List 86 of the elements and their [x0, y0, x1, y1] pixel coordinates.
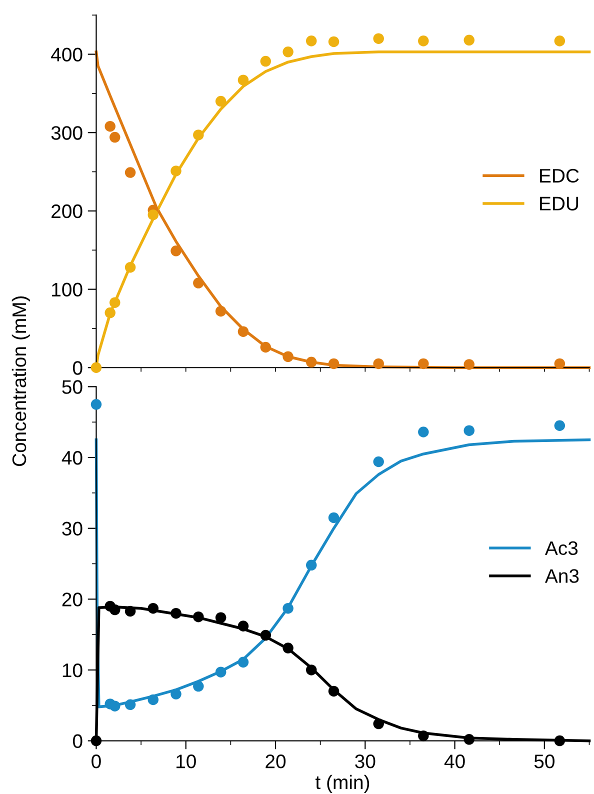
point — [193, 611, 204, 622]
x-tick-label: 20 — [266, 754, 286, 768]
point — [90, 735, 102, 746]
point — [328, 36, 340, 48]
point — [170, 166, 182, 176]
x-axis-title: t (min) — [315, 774, 370, 794]
y-tick-label: 300 — [51, 126, 82, 140]
y-tick-label: 0 — [72, 734, 82, 748]
legend-label: An3 — [544, 569, 579, 583]
point — [170, 608, 182, 619]
point — [238, 620, 249, 632]
y-tick-label: 10 — [62, 663, 82, 678]
point — [373, 718, 384, 730]
point — [148, 602, 159, 614]
point — [238, 74, 249, 86]
point — [418, 730, 429, 742]
point — [104, 307, 116, 318]
point — [215, 96, 226, 107]
y-tick-label: 200 — [52, 204, 82, 218]
x-tick-label: 50 — [534, 754, 554, 768]
y-tick-label: 50 — [62, 380, 82, 394]
point — [328, 686, 340, 697]
point — [373, 358, 384, 370]
point — [554, 36, 566, 46]
point — [306, 560, 317, 571]
point — [282, 46, 294, 58]
y-tick-label: 400 — [51, 48, 82, 62]
y-tick-label: 100 — [52, 282, 82, 297]
point — [282, 642, 294, 654]
point — [90, 399, 102, 410]
point — [554, 735, 566, 746]
point — [109, 132, 120, 143]
point — [90, 362, 102, 373]
point — [193, 680, 204, 692]
point — [109, 297, 120, 308]
y-tick-label: 40 — [62, 450, 82, 465]
point — [215, 666, 226, 678]
point — [260, 342, 272, 353]
point — [306, 36, 317, 46]
point — [170, 246, 182, 256]
point — [170, 688, 182, 700]
x-tick-label: 10 — [176, 754, 196, 768]
point — [104, 120, 116, 132]
point — [373, 33, 384, 44]
point — [109, 604, 120, 616]
point — [418, 358, 429, 370]
point — [148, 209, 159, 220]
point — [260, 56, 272, 67]
y-tick-label: 30 — [62, 522, 82, 536]
point — [238, 656, 249, 668]
point — [124, 606, 136, 617]
point — [148, 694, 159, 706]
legend-label: EDC — [540, 168, 579, 183]
point — [215, 612, 226, 623]
point — [418, 36, 429, 46]
point — [464, 425, 475, 436]
point — [464, 734, 475, 745]
point — [282, 602, 294, 614]
point — [124, 262, 136, 273]
point — [554, 358, 566, 370]
legend-label: EDU — [540, 196, 578, 210]
point — [464, 34, 475, 46]
legend-label: Ac3 — [544, 541, 578, 556]
x-tick-label: 30 — [355, 754, 376, 768]
point — [193, 130, 204, 140]
point — [124, 699, 136, 710]
point — [282, 351, 294, 362]
point — [328, 512, 340, 524]
point — [373, 456, 384, 468]
point — [464, 359, 475, 370]
point — [124, 167, 136, 178]
point — [238, 326, 249, 337]
x-tick-label: 0 — [92, 754, 101, 768]
point — [109, 700, 120, 712]
y-axis-title: Concentration (mM) — [12, 296, 30, 466]
point — [418, 426, 429, 438]
point — [554, 420, 566, 432]
point — [306, 356, 317, 368]
point — [260, 630, 272, 641]
point — [215, 306, 226, 317]
point — [306, 664, 317, 676]
y-tick-label: 20 — [62, 592, 82, 606]
x-tick-label: 40 — [444, 754, 465, 768]
point — [328, 358, 340, 370]
y-tick-label: 0 — [72, 361, 82, 375]
point — [193, 278, 204, 288]
